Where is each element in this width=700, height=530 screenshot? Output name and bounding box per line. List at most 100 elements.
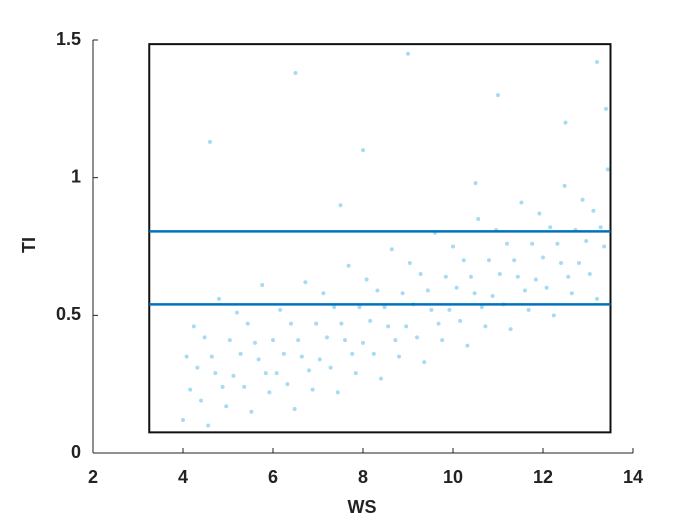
point — [296, 338, 301, 343]
point — [361, 340, 365, 345]
point — [505, 241, 509, 246]
point — [461, 258, 466, 263]
point — [253, 340, 257, 345]
point — [303, 280, 308, 285]
x-tick-label: 2 — [88, 467, 98, 487]
point — [548, 225, 553, 230]
point — [447, 307, 452, 312]
point — [220, 384, 225, 389]
point — [415, 335, 419, 340]
point — [533, 277, 538, 282]
point — [317, 357, 322, 362]
x-tick-label: 10 — [443, 467, 463, 487]
point — [418, 272, 423, 277]
point — [181, 417, 185, 422]
x-tick-label: 6 — [268, 467, 278, 487]
point — [465, 343, 470, 348]
point — [407, 261, 412, 266]
point — [328, 365, 333, 370]
point — [267, 390, 272, 395]
point — [591, 208, 596, 213]
point — [562, 183, 567, 188]
point — [293, 71, 298, 76]
y-tick-label: 0.5 — [56, 304, 81, 324]
point — [526, 307, 531, 312]
point — [400, 291, 405, 296]
point — [245, 321, 250, 326]
point — [479, 305, 484, 310]
point — [490, 294, 495, 299]
point — [209, 354, 214, 359]
point — [440, 338, 445, 343]
x-tick-label: 12 — [533, 467, 553, 487]
bounding-box — [148, 43, 612, 434]
point — [332, 305, 337, 310]
x-tick-label: 14 — [623, 467, 643, 487]
point — [595, 296, 599, 301]
point — [605, 167, 610, 172]
point — [191, 324, 196, 329]
point — [406, 51, 410, 56]
point — [235, 310, 239, 315]
point — [260, 283, 265, 288]
y-tick-label: 0 — [71, 442, 81, 462]
point — [202, 335, 207, 340]
point — [314, 321, 319, 326]
point — [346, 263, 351, 268]
point — [382, 305, 387, 310]
point — [598, 225, 603, 230]
point — [361, 148, 365, 153]
y-tick-label: 1.5 — [56, 29, 81, 49]
point — [195, 365, 200, 370]
point — [454, 285, 459, 290]
point — [375, 288, 380, 293]
point — [512, 258, 517, 263]
point — [321, 291, 326, 296]
point — [443, 274, 448, 279]
point — [389, 247, 394, 252]
point — [335, 390, 340, 395]
point — [604, 106, 608, 111]
point — [487, 258, 491, 263]
point — [238, 351, 243, 356]
x-axis-label: WS — [348, 497, 377, 517]
point — [519, 200, 524, 205]
point — [188, 387, 193, 392]
point — [551, 313, 556, 318]
point — [451, 244, 455, 249]
point — [357, 305, 362, 310]
point — [213, 371, 218, 376]
point — [242, 384, 247, 389]
x-tick-label: 8 — [358, 467, 368, 487]
point — [563, 120, 568, 125]
point — [469, 274, 473, 279]
point — [338, 203, 343, 208]
point — [231, 373, 236, 378]
y-tick-label: 1 — [71, 166, 81, 186]
point — [515, 274, 520, 279]
point — [281, 351, 286, 356]
point — [476, 216, 481, 221]
point — [307, 368, 311, 373]
point — [404, 324, 409, 329]
point — [278, 307, 283, 312]
point — [285, 382, 290, 387]
point — [184, 354, 189, 359]
point — [217, 296, 221, 301]
point — [544, 285, 549, 290]
point — [271, 338, 275, 343]
point — [292, 406, 297, 411]
point — [559, 261, 563, 266]
point — [224, 404, 229, 409]
point — [343, 338, 347, 343]
point — [263, 371, 268, 376]
point — [386, 324, 391, 329]
point — [371, 351, 376, 356]
point — [393, 338, 398, 343]
point — [566, 274, 571, 279]
point — [537, 211, 542, 216]
point — [353, 371, 358, 376]
point — [602, 244, 607, 249]
point — [473, 181, 478, 186]
